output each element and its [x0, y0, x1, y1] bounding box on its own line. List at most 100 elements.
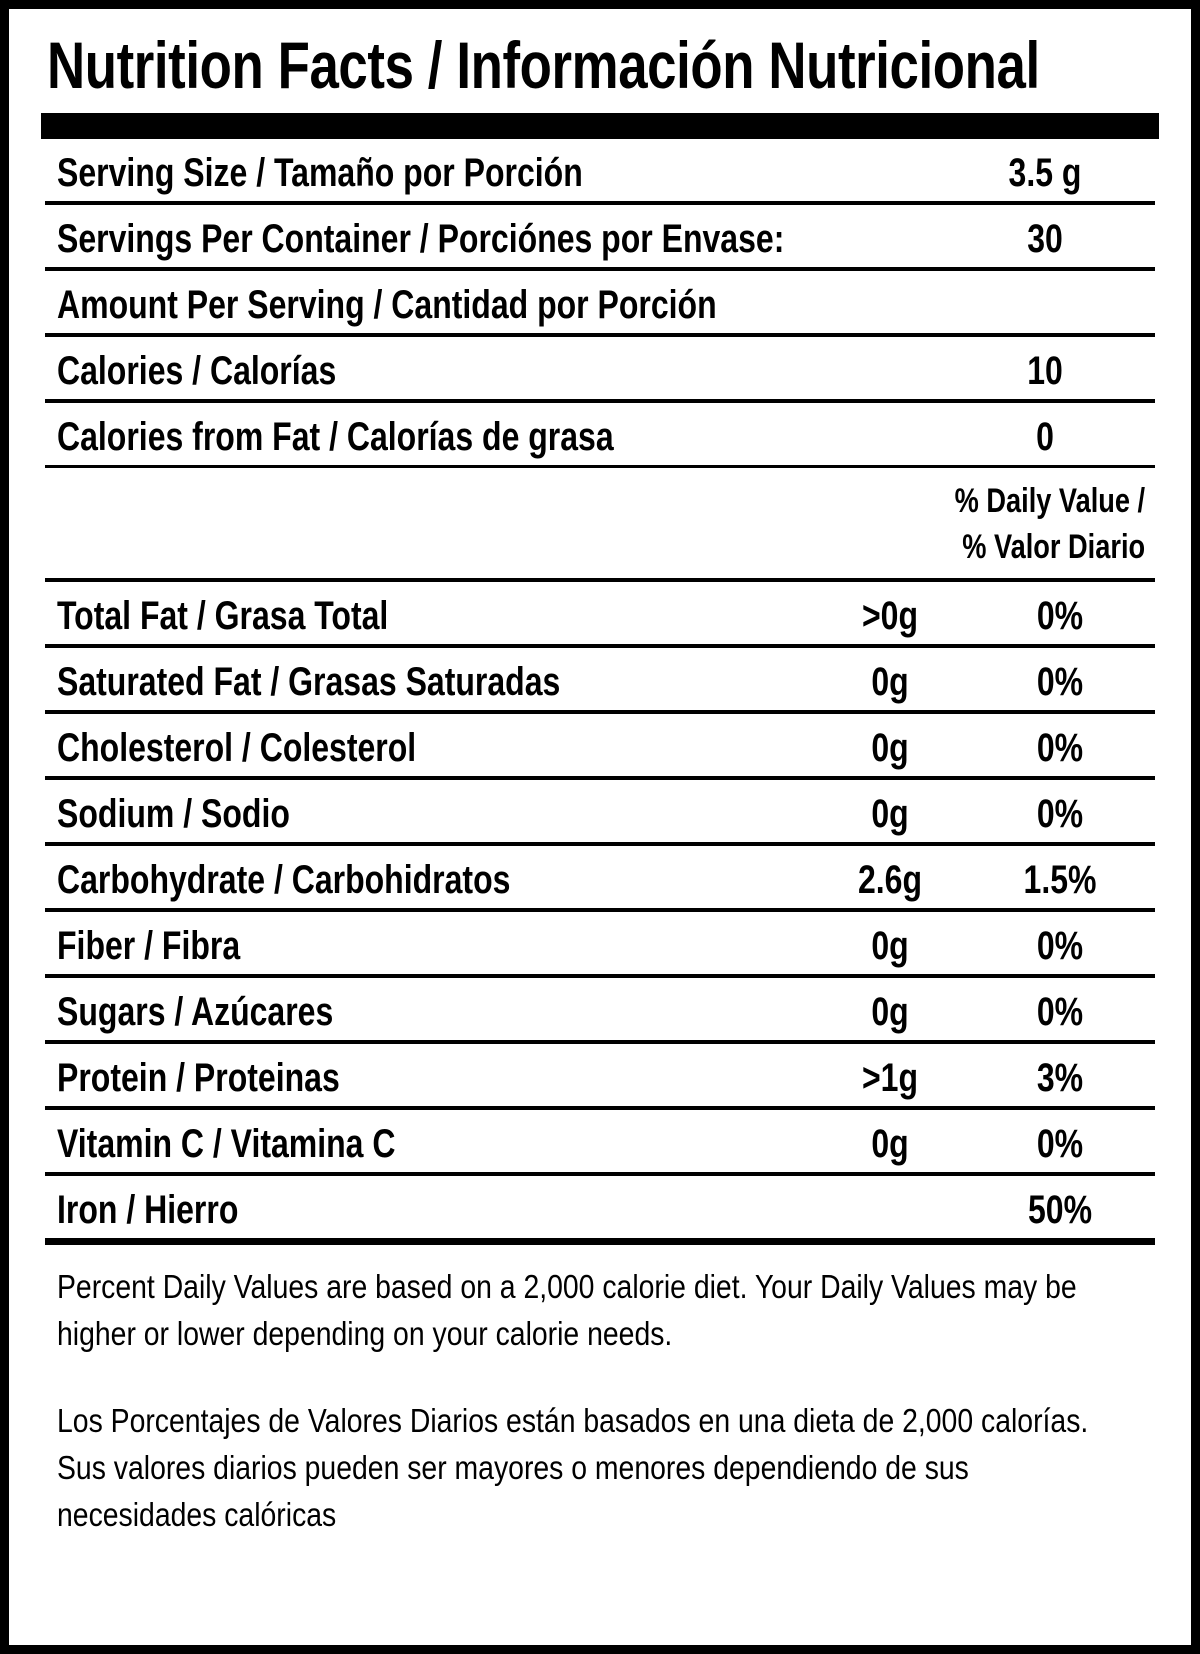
rule-before-footnotes — [45, 1238, 1155, 1245]
calories-value-cell: 10 — [945, 343, 1145, 399]
nutrient-amount-cell: >1g — [805, 1050, 975, 1106]
table-row: Sodium / Sodio 0g 0% — [31, 780, 1169, 842]
footnote-spanish: Los Porcentajes de Valores Diarios están… — [57, 1397, 1137, 1538]
servings-per-container-label: Servings Per Container / Porciónes por E… — [57, 217, 785, 261]
nutrient-name: Sodium / Sodio — [57, 792, 290, 836]
nutrient-dv: 0% — [1036, 792, 1084, 836]
nutrient-dv: 0% — [1036, 726, 1084, 770]
rule-row-1 — [45, 710, 1155, 714]
nutrient-amount-cell: 2.6g — [805, 852, 975, 908]
nutrient-amount: >1g — [861, 1056, 919, 1100]
rule-row-3 — [45, 842, 1155, 846]
nutrient-dv-cell: 0% — [975, 918, 1145, 974]
nutrient-amount: 0g — [871, 924, 909, 968]
nutrient-amount-cell: 0g — [805, 720, 975, 776]
label-inner: Nutrition Facts / Información Nutriciona… — [9, 9, 1191, 1645]
nutrient-dv-cell: 1.5% — [975, 852, 1145, 908]
nutrient-name-cell: Fiber / Fibra — [57, 918, 805, 974]
servings-per-container-value: 30 — [1027, 217, 1063, 261]
nutrient-dv-cell: 0% — [975, 1116, 1145, 1172]
nutrient-name-cell: Sodium / Sodio — [57, 786, 805, 842]
rule-after-daily-value-header — [45, 578, 1155, 582]
nutrient-dv-cell: 3% — [975, 1050, 1145, 1106]
calories-from-fat-value: 0 — [1036, 415, 1054, 459]
serving-size-label-cell: Serving Size / Tamaño por Porción — [57, 145, 945, 201]
amount-per-serving-label-cell: Amount Per Serving / Cantidad por Porció… — [57, 277, 1145, 333]
nutrient-amount-cell: 0g — [805, 984, 975, 1040]
nutrient-amount: 0g — [871, 792, 909, 836]
footnote-english-text: Percent Daily Values are based on a 2,00… — [57, 1268, 1077, 1352]
nutrient-dv-cell: 0% — [975, 786, 1145, 842]
nutrient-name: Protein / Proteinas — [57, 1056, 340, 1100]
daily-value-header: % Daily Value / % Valor Diario — [31, 468, 1169, 578]
table-row: Carbohydrate / Carbohidratos 2.6g 1.5% — [31, 846, 1169, 908]
nutrient-dv: 1.5% — [1023, 858, 1097, 902]
nutrient-dv: 50% — [1027, 1188, 1093, 1232]
rule-after-amount-per-serving — [45, 333, 1155, 337]
rule-row-7 — [45, 1106, 1155, 1110]
calories-value: 10 — [1027, 349, 1063, 393]
nutrient-dv-cell: 0% — [975, 984, 1145, 1040]
rule-row-0 — [45, 644, 1155, 648]
nutrient-name: Fiber / Fibra — [57, 924, 241, 968]
rule-after-calories — [45, 399, 1155, 403]
nutrient-dv-cell: 0% — [975, 588, 1145, 644]
calories-from-fat-label-cell: Calories from Fat / Calorías de grasa — [57, 409, 945, 465]
nutrient-dv: 0% — [1036, 924, 1084, 968]
nutrient-name: Total Fat / Grasa Total — [57, 594, 389, 638]
title-divider-bar — [41, 113, 1159, 139]
calories-label: Calories / Calorías — [57, 349, 337, 393]
nutrient-name-cell: Sugars / Azúcares — [57, 984, 805, 1040]
nutrient-name-cell: Iron / Hierro — [57, 1182, 805, 1238]
table-row: Cholesterol / Colesterol 0g 0% — [31, 714, 1169, 776]
nutrient-amount-cell: 0g — [805, 1116, 975, 1172]
nutrient-amount-cell: 0g — [805, 654, 975, 710]
table-row: Saturated Fat / Grasas Saturadas 0g 0% — [31, 648, 1169, 710]
nutrient-amount: 0g — [871, 726, 909, 770]
nutrient-name-cell: Protein / Proteinas — [57, 1050, 805, 1106]
table-row: Sugars / Azúcares 0g 0% — [31, 978, 1169, 1040]
amount-per-serving-label: Amount Per Serving / Cantidad por Porció… — [57, 283, 717, 327]
daily-value-header-line2: % Valor Diario — [962, 528, 1145, 566]
nutrient-dv-cell: 50% — [975, 1182, 1145, 1238]
rule-row-2 — [45, 776, 1155, 780]
rule-after-calories-from-fat — [45, 465, 1155, 468]
rule-row-4 — [45, 908, 1155, 912]
nutrient-name-cell: Vitamin C / Vitamina C — [57, 1116, 805, 1172]
table-row: Protein / Proteinas >1g 3% — [31, 1044, 1169, 1106]
rule-row-5 — [45, 974, 1155, 978]
label-title-wrap: Nutrition Facts / Información Nutriciona… — [31, 23, 1169, 109]
footnote-english: Percent Daily Values are based on a 2,00… — [57, 1263, 1137, 1357]
nutrient-dv: 0% — [1036, 660, 1084, 704]
servings-per-container-label-cell: Servings Per Container / Porciónes por E… — [57, 211, 945, 267]
nutrient-amount-cell: >0g — [805, 588, 975, 644]
nutrient-name-cell: Carbohydrate / Carbohidratos — [57, 852, 805, 908]
daily-value-header-text: % Daily Value / % Valor Diario — [907, 478, 1146, 570]
page-title-text: Nutrition Facts / Información Nutriciona… — [47, 28, 1040, 102]
nutrient-name: Vitamin C / Vitamina C — [57, 1122, 396, 1166]
calories-from-fat-value-cell: 0 — [945, 409, 1145, 465]
amount-per-serving-row: Amount Per Serving / Cantidad por Porció… — [31, 271, 1169, 333]
nutrient-amount: >0g — [861, 594, 919, 638]
serving-size-row: Serving Size / Tamaño por Porción 3.5 g — [31, 139, 1169, 201]
nutrient-dv: 0% — [1036, 990, 1084, 1034]
nutrient-dv: 0% — [1036, 594, 1084, 638]
daily-value-header-line1: % Daily Value / — [954, 482, 1146, 520]
page-title: Nutrition Facts / Información Nutriciona… — [47, 27, 1169, 103]
table-row: Total Fat / Grasa Total >0g 0% — [31, 582, 1169, 644]
table-row: Iron / Hierro 50% — [31, 1176, 1169, 1238]
rule-after-servings-per-container — [45, 267, 1155, 271]
nutrient-dv-cell: 0% — [975, 720, 1145, 776]
nutrient-dv: 0% — [1036, 1122, 1084, 1166]
calories-row: Calories / Calorías 10 — [31, 337, 1169, 399]
nutrient-dv-cell: 0% — [975, 654, 1145, 710]
rule-after-serving-size — [45, 201, 1155, 205]
nutrient-dv: 3% — [1036, 1056, 1084, 1100]
nutrient-name: Saturated Fat / Grasas Saturadas — [57, 660, 561, 704]
servings-per-container-value-cell: 30 — [945, 211, 1145, 267]
nutrient-name-cell: Total Fat / Grasa Total — [57, 588, 805, 644]
nutrient-name: Carbohydrate / Carbohidratos — [57, 858, 511, 902]
footnote-spanish-text: Los Porcentajes de Valores Diarios están… — [57, 1402, 1089, 1533]
rule-row-8 — [45, 1172, 1155, 1176]
